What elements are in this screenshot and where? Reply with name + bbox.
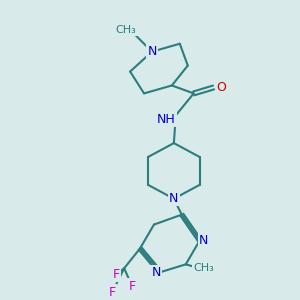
Text: N: N [147, 45, 157, 58]
Text: NH: NH [157, 113, 175, 126]
Text: F: F [113, 268, 120, 281]
Text: F: F [129, 280, 136, 293]
Text: CH₃: CH₃ [116, 25, 136, 35]
Text: N: N [151, 266, 160, 279]
Text: N: N [169, 192, 178, 205]
Text: N: N [199, 234, 208, 247]
Text: F: F [109, 286, 116, 299]
Text: O: O [217, 81, 226, 94]
Text: CH₃: CH₃ [193, 263, 214, 273]
